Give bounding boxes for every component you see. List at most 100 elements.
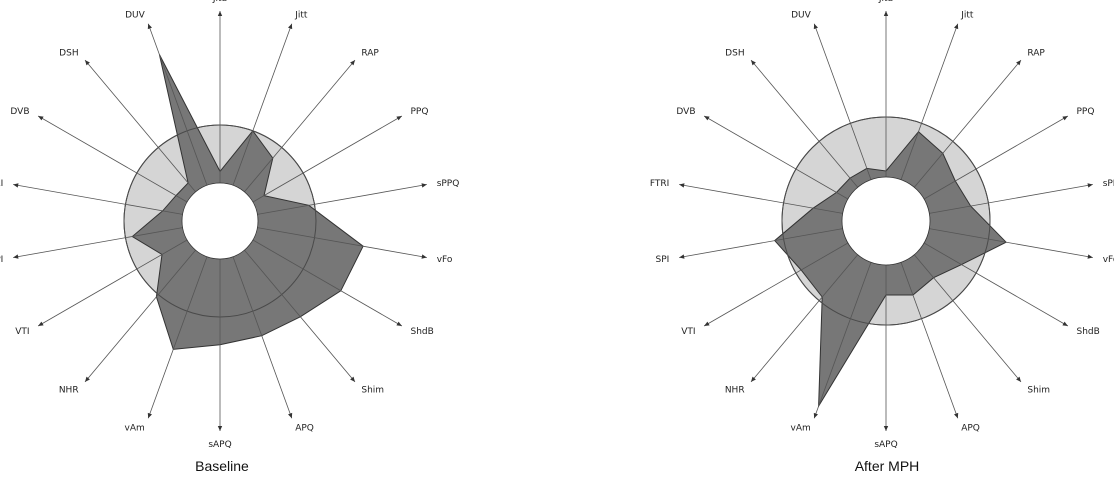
- axis-arrow-vam: [147, 412, 152, 419]
- axis-arrow-vti: [704, 321, 710, 326]
- axis-label-apq: APQ: [961, 424, 980, 434]
- axis-label-vam: vAm: [791, 424, 811, 434]
- axis-arrow-rap: [350, 60, 355, 66]
- axis-arrow-rap: [1016, 60, 1021, 66]
- axis-label-ppq: PPQ: [411, 107, 429, 117]
- axis-line-dvb: [703, 115, 849, 200]
- axis-arrow-apq: [954, 412, 959, 419]
- axis-arrow-sapq: [883, 426, 889, 431]
- axis-line-rap: [913, 59, 1022, 188]
- radar-chart-2: Jita Jitt RAP PPQ sPPQ vFo ShdB Shim APQ sAPQ vAm N…: [650, 0, 1114, 450]
- axis-arrow-vfo: [1087, 254, 1093, 259]
- axis-line-dsh: [84, 59, 196, 193]
- axis-label-vfo: vFo: [1103, 255, 1114, 265]
- axis-label-apq: APQ: [295, 424, 314, 434]
- axis-label-sapq: sAPQ: [208, 440, 231, 450]
- axis-arrow-jitt: [288, 23, 293, 30]
- axis-arrow-ftri: [13, 183, 19, 188]
- chart-title-baseline: Baseline: [195, 458, 249, 474]
- axis-label-duv: DUV: [125, 10, 146, 20]
- axis-label-ppq: PPQ: [1077, 107, 1095, 117]
- axis-arrow-dsh: [751, 60, 756, 66]
- chart-title-after-mph: After MPH: [854, 458, 920, 474]
- axis-line-jitt: [232, 23, 293, 186]
- axis-label-ftri: FTRI: [650, 179, 669, 189]
- axis-arrow-nhr: [751, 376, 756, 382]
- axis-line-vfo: [257, 227, 427, 258]
- axis-arrow-dvb: [704, 116, 710, 121]
- axis-label-sppq: sPPQ: [1103, 179, 1114, 189]
- axis-line-apq: [232, 256, 293, 419]
- axis-label-jitt: Jitt: [294, 10, 308, 20]
- axis-line-ftri: [679, 184, 843, 214]
- axis-line-nhr: [84, 249, 196, 383]
- axis-label-jitt: Jitt: [960, 10, 974, 20]
- axis-label-sapq: sAPQ: [874, 440, 897, 450]
- axis-arrow-dvb: [38, 116, 44, 121]
- axis-label-ftri: FTRI: [0, 179, 3, 189]
- axis-arrow-ppq: [396, 116, 402, 121]
- axis-line-rap: [244, 59, 356, 193]
- axis-line-sppq: [257, 184, 427, 215]
- axis-arrow-sppq: [1087, 183, 1093, 188]
- axis-label-jita: Jita: [212, 0, 227, 4]
- axis-label-rap: RAP: [1027, 49, 1045, 59]
- axis-arrow-jitt: [954, 23, 959, 30]
- axis-arrow-ppq: [1062, 116, 1068, 121]
- axis-label-shdb: ShdB: [411, 327, 434, 337]
- axis-label-rap: RAP: [361, 49, 379, 59]
- axis-arrow-ftri: [679, 183, 685, 188]
- axis-label-nhr: NHR: [725, 386, 745, 396]
- axis-label-spi: SPI: [656, 255, 670, 265]
- axis-label-vti: VTI: [15, 327, 29, 337]
- axis-arrow-shim: [350, 376, 355, 382]
- axis-arrow-jita: [217, 11, 223, 16]
- axis-label-jita: Jita: [878, 0, 893, 4]
- axis-arrow-spi: [13, 254, 19, 259]
- axis-line-ppq: [923, 115, 1069, 200]
- axis-label-sppq: sPPQ: [437, 179, 460, 189]
- axis-label-nhr: NHR: [59, 386, 79, 396]
- axis-line-sppq: [929, 184, 1093, 214]
- axis-line-shdb: [923, 242, 1069, 327]
- axis-arrow-spi: [679, 254, 685, 259]
- axis-line-shdb: [252, 239, 403, 327]
- radar-chart-1: Jita Jitt RAP PPQ sPPQ vFo ShdB Shim APQ sAPQ vAm N…: [0, 0, 459, 450]
- axis-arrow-shdb: [396, 321, 402, 326]
- axis-label-shim: Shim: [1027, 386, 1050, 396]
- axis-label-vti: VTI: [681, 327, 695, 337]
- axis-line-spi: [13, 227, 183, 258]
- axis-line-apq: [900, 262, 959, 419]
- axis-arrow-shdb: [1062, 321, 1068, 326]
- axis-arrow-sppq: [421, 183, 427, 188]
- axis-arrow-sapq: [217, 426, 223, 431]
- axis-arrow-shim: [1016, 376, 1021, 382]
- axis-arrow-duv: [813, 23, 818, 30]
- axis-line-shim: [244, 249, 356, 383]
- axis-label-vfo: vFo: [437, 255, 453, 265]
- axis-arrow-vfo: [421, 254, 427, 259]
- axis-line-vam: [813, 262, 872, 419]
- axis-line-dsh: [750, 59, 859, 188]
- axis-arrow-vam: [813, 412, 818, 419]
- axis-line-spi: [679, 228, 843, 258]
- axis-arrow-jita: [883, 11, 889, 16]
- axis-arrow-apq: [288, 412, 293, 419]
- axis-line-vti: [703, 242, 849, 327]
- axis-label-shdb: ShdB: [1077, 327, 1100, 337]
- axis-line-vam: [147, 256, 208, 419]
- axis-line-vti: [37, 239, 188, 327]
- axis-line-duv: [813, 23, 872, 180]
- axis-line-shim: [913, 254, 1022, 383]
- axis-line-dvb: [37, 115, 188, 203]
- axis-label-dsh: DSH: [725, 49, 744, 59]
- center-hole: [841, 176, 931, 266]
- axis-arrow-vti: [38, 321, 44, 326]
- axis-line-ftri: [13, 184, 183, 215]
- axis-arrow-dsh: [85, 60, 90, 66]
- axis-line-ppq: [252, 115, 403, 203]
- center-hole: [181, 182, 259, 260]
- axis-line-vfo: [929, 228, 1093, 258]
